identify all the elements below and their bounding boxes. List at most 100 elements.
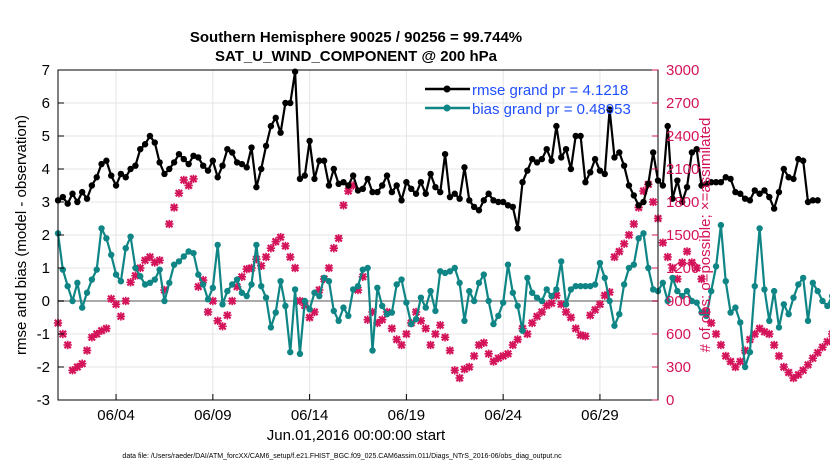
bias-point xyxy=(528,289,536,296)
bias-point xyxy=(369,347,376,354)
bias-point xyxy=(659,279,667,287)
bias-point xyxy=(741,363,749,371)
bias-point xyxy=(64,282,71,290)
x-tick-label: 06/24 xyxy=(484,407,522,424)
bias-point xyxy=(330,307,338,315)
obs-marker xyxy=(765,329,774,339)
bias-point xyxy=(354,282,362,290)
obs-marker xyxy=(290,263,300,273)
rmse-point xyxy=(180,155,188,163)
bias-point xyxy=(761,286,768,293)
obs-marker xyxy=(513,335,522,344)
axis-ticks: -3 -2 -1 0 1 2 3 4 5 6 7 0 300 600 900 1200 1500 1800 2100… xyxy=(37,62,700,424)
y-tick-label: 4 xyxy=(42,161,50,178)
rmse-point xyxy=(470,203,478,211)
rmse-point xyxy=(122,174,129,181)
bias-point xyxy=(678,292,686,300)
bias-point xyxy=(398,276,405,283)
rmse-point xyxy=(161,170,168,178)
rmse-point xyxy=(388,188,396,196)
bias-point xyxy=(616,311,623,318)
bias-point xyxy=(582,282,589,290)
rmse-point xyxy=(645,180,652,188)
rmse-point xyxy=(224,146,231,153)
bias-point xyxy=(649,286,657,293)
rmse-point xyxy=(751,187,758,194)
bias-point xyxy=(151,276,158,283)
bias-point xyxy=(248,281,255,288)
obs-marker xyxy=(615,247,624,256)
obs-marker xyxy=(82,346,92,355)
bias-point xyxy=(132,264,139,272)
obs-marker xyxy=(803,360,813,369)
rmse-point xyxy=(383,172,391,179)
y2-tick-label: 2100 xyxy=(666,161,699,178)
obs-marker xyxy=(769,340,779,350)
bias-point xyxy=(127,233,134,240)
x-axis-label: Jun.01,2016 00:00:00 start xyxy=(267,427,446,444)
bias-point xyxy=(432,307,439,315)
obs-marker xyxy=(329,244,339,253)
obs-marker xyxy=(281,241,290,251)
bias-point xyxy=(485,297,492,305)
rmse-point xyxy=(567,165,575,173)
bias-point xyxy=(509,289,517,296)
rmse-point xyxy=(151,139,158,146)
obs-marker xyxy=(527,318,537,328)
rmse-point xyxy=(228,149,236,156)
bias-point xyxy=(591,281,599,288)
obs-marker xyxy=(169,203,179,212)
obs-marker xyxy=(324,263,334,273)
rmse-point xyxy=(606,106,613,113)
bias-point xyxy=(122,245,129,252)
rmse-point xyxy=(678,198,686,206)
rmse-point xyxy=(451,190,458,197)
bias-point xyxy=(93,266,100,273)
y-tick-label: -3 xyxy=(37,392,50,409)
obs-marker xyxy=(174,189,184,198)
bias-point xyxy=(640,230,647,237)
bias-point xyxy=(804,317,812,324)
obs-marker xyxy=(402,329,411,339)
rmse-point xyxy=(490,197,497,204)
bias-point xyxy=(335,317,342,324)
rmse-point xyxy=(141,141,149,148)
y-tick-label: 7 xyxy=(42,62,50,79)
legend-rmse-marker xyxy=(443,85,451,93)
bias-point xyxy=(383,311,391,318)
bias-point xyxy=(103,235,110,242)
rmse-point xyxy=(364,175,371,183)
footnote: data file: /Users/raeder/DAI/ATM_forcXX/… xyxy=(122,453,562,460)
rmse-point xyxy=(432,183,439,191)
obs-marker xyxy=(218,322,227,331)
rmse-point xyxy=(117,170,125,178)
rmse-point xyxy=(199,162,207,169)
rmse-point xyxy=(533,159,541,166)
obs-marker xyxy=(469,351,479,361)
bias-point xyxy=(683,287,691,295)
rmse-point xyxy=(98,160,105,168)
bias-point xyxy=(238,289,246,296)
bias-point xyxy=(185,248,192,255)
y2-tick-label: 2700 xyxy=(666,95,699,112)
obs-marker xyxy=(707,318,716,328)
bias-point xyxy=(495,312,502,320)
y2-tick-label: 2400 xyxy=(666,128,699,145)
bias-point xyxy=(548,292,555,300)
obs-marker xyxy=(440,333,450,342)
obs-marker xyxy=(566,313,576,322)
rmse-point xyxy=(722,174,729,181)
rmse-point xyxy=(814,197,821,204)
rmse-point xyxy=(770,205,778,212)
x-tick-label: 06/04 xyxy=(97,407,135,424)
obs-marker xyxy=(387,324,397,333)
rmse-point xyxy=(301,172,308,179)
bias-point xyxy=(408,320,415,328)
bias-point xyxy=(59,266,67,273)
rmse-point xyxy=(616,149,623,156)
bias-point xyxy=(461,317,468,324)
bias-point xyxy=(175,258,183,265)
obs-marker xyxy=(155,256,164,265)
rmse-point xyxy=(112,182,120,189)
bias-point xyxy=(253,241,260,249)
